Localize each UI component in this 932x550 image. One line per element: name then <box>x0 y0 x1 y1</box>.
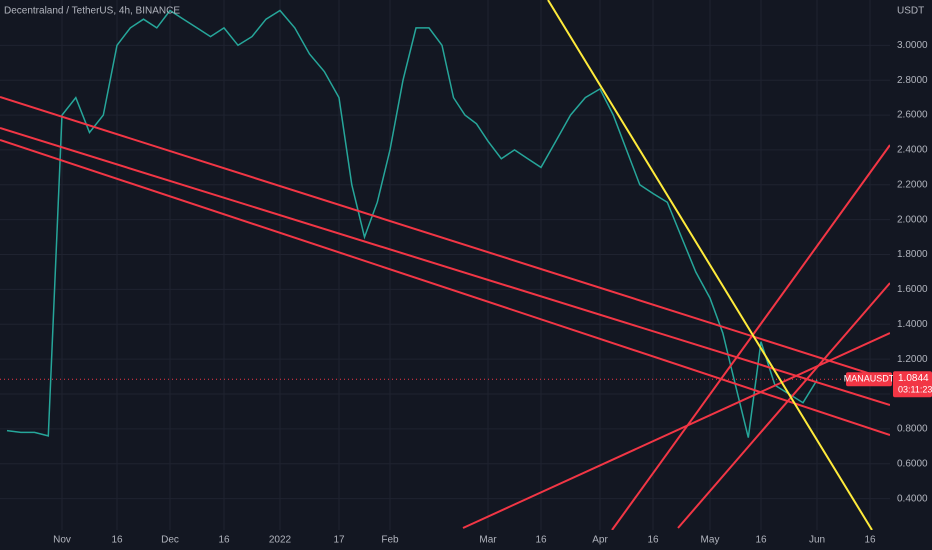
x-tick-label: 2022 <box>269 535 292 546</box>
countdown-label: 03:11:23 <box>898 385 932 395</box>
y-tick-label: 2.0000 <box>897 214 928 225</box>
trend-line <box>0 96 891 381</box>
time-axis <box>0 530 932 550</box>
x-tick-label: 16 <box>864 535 876 546</box>
x-tick-label: Dec <box>161 535 179 546</box>
x-tick-label: 16 <box>647 535 659 546</box>
y-tick-label: 0.4000 <box>897 493 928 504</box>
x-tick-label: May <box>701 535 720 546</box>
chart-title: Decentraland / TetherUS, 4h, BINANCE <box>4 6 180 17</box>
price-tag <box>893 371 932 398</box>
x-tick-label: 16 <box>218 535 230 546</box>
y-tick-label: 2.4000 <box>897 145 928 156</box>
y-tick-label: 1.8000 <box>897 249 928 260</box>
price-label: 1.0844 <box>898 373 929 384</box>
y-axis-label: USDT <box>897 6 924 17</box>
x-tick-label: 16 <box>535 535 547 546</box>
price-line <box>6 9 818 438</box>
axes: 3.0000 2.8000 2.6000 2.4000 2.2000 2.0000 1.80… <box>53 40 932 546</box>
y-tick-label: 1.4000 <box>897 319 928 330</box>
trend-line <box>0 127 891 406</box>
symbol-tag <box>846 372 892 387</box>
x-tick-label: Nov <box>53 535 71 546</box>
trend-line <box>677 282 891 529</box>
y-tick-label: 2.2000 <box>897 179 928 190</box>
x-tick-label: Mar <box>479 535 497 546</box>
trend-line <box>611 144 891 531</box>
x-tick-label: 16 <box>111 535 123 546</box>
y-tick-label: 1.2000 <box>897 354 928 365</box>
y-tick-label: 1.6000 <box>897 284 928 295</box>
y-tick-label: 0.6000 <box>897 458 928 469</box>
trend-lines <box>0 0 891 531</box>
x-tick-label: Apr <box>592 535 608 546</box>
symbol-label: MANAUSDT <box>844 374 895 384</box>
grid <box>0 0 890 530</box>
x-tick-label: 16 <box>755 535 767 546</box>
plot-area <box>0 9 890 438</box>
trend-line <box>547 0 873 531</box>
y-tick-label: 2.8000 <box>897 75 928 86</box>
trend-line <box>0 139 891 436</box>
y-tick-label: 2.6000 <box>897 110 928 121</box>
price-axis <box>890 0 932 550</box>
x-tick-label: 17 <box>333 535 345 546</box>
y-tick-label: 3.0000 <box>897 40 928 51</box>
x-tick-label: Jun <box>809 535 825 546</box>
x-tick-label: Feb <box>381 535 399 546</box>
y-tick-label: 0.8000 <box>897 424 928 435</box>
